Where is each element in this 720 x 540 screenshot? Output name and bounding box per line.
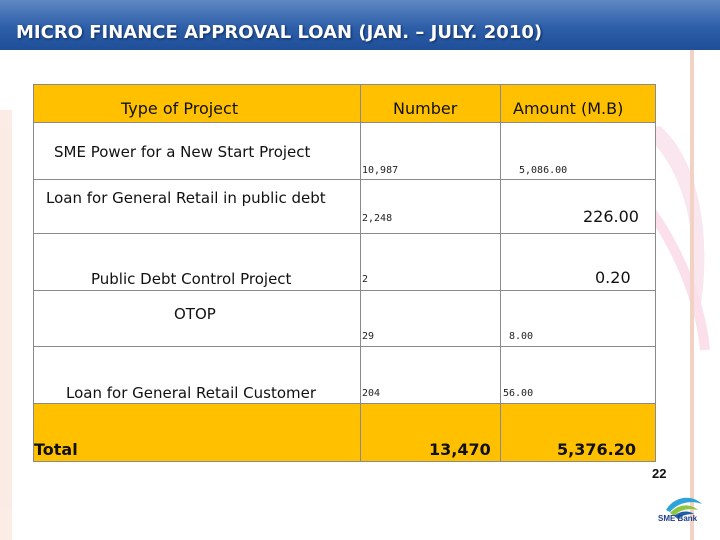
header-row: Type of Project Number Amount (M.B)	[33, 84, 656, 123]
row-number: 29	[360, 290, 501, 347]
header-number: Number	[360, 84, 501, 123]
row-number: 2	[360, 233, 501, 291]
row-type: Loan for General Retail Customer	[33, 346, 361, 404]
table-row: Public Debt Control Project 2 0.20	[33, 233, 656, 291]
sme-bank-logo	[666, 497, 702, 519]
title-bar: MICRO FINANCE APPROVAL LOAN (JAN. – JULY…	[0, 0, 720, 50]
right-frame-stripe	[690, 50, 694, 540]
row-number: 204	[360, 346, 501, 404]
row-type: Loan for General Retail in public debt	[33, 179, 361, 234]
header-type: Type of Project	[33, 84, 361, 123]
row-number: 10,987	[360, 122, 501, 180]
total-row: Total 13,470 5,376.20	[33, 403, 656, 462]
logo-text: SME Bank	[658, 514, 698, 523]
row-type: SME Power for a New Start Project	[33, 122, 361, 180]
page-number: 22	[652, 466, 667, 481]
loan-table: Type of Project Number Amount (M.B) SME …	[33, 84, 656, 462]
row-amount: 56.00	[500, 346, 656, 404]
slide-title: MICRO FINANCE APPROVAL LOAN (JAN. – JULY…	[16, 22, 543, 43]
header-amount: Amount (M.B)	[500, 84, 656, 123]
table-row: Loan for General Retail Customer 204 56.…	[33, 346, 656, 404]
row-type: Public Debt Control Project	[33, 233, 361, 291]
row-amount: 5,086.00	[500, 122, 656, 180]
table-row: OTOP 29 8.00	[33, 290, 656, 347]
total-label-cell: Total	[33, 403, 361, 462]
table-row: Loan for General Retail in public debt 2…	[33, 179, 656, 234]
total-number-cell: 13,470	[360, 403, 501, 462]
row-amount: 226.00	[500, 179, 656, 234]
total-amount-cell: 5,376.20	[500, 403, 656, 462]
row-amount: 0.20	[500, 233, 656, 291]
table-row: SME Power for a New Start Project 10,987…	[33, 122, 656, 180]
row-amount: 8.00	[500, 290, 656, 347]
row-number: 2,248	[360, 179, 501, 234]
row-type: OTOP	[33, 290, 361, 347]
